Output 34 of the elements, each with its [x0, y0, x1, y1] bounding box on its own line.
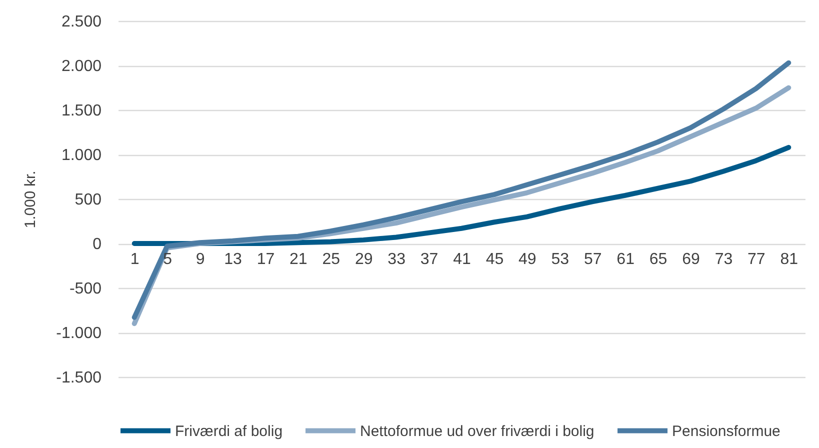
x-tick-label: 13	[224, 251, 242, 268]
y-tick-label: 0	[92, 236, 102, 253]
y-tick-label: 1.500	[61, 102, 102, 120]
x-tick-label: 53	[551, 251, 570, 268]
x-tick-label: 21	[290, 251, 308, 268]
x-tick-label: 45	[486, 251, 504, 268]
x-tick-label: 1	[130, 251, 140, 268]
legend-label: Friværdi af bolig	[175, 422, 283, 440]
x-tick-label: 29	[354, 251, 373, 268]
x-tick-label: 57	[584, 251, 602, 268]
legend-label: Pensionsformue	[672, 422, 780, 440]
y-tick-label: -500	[69, 280, 102, 298]
x-tick-label: 73	[714, 251, 733, 268]
x-tick-label: 81	[780, 251, 798, 268]
x-tick-label: 17	[256, 251, 275, 268]
x-tick-label: 25	[322, 251, 340, 268]
x-tick-label: 33	[388, 251, 406, 268]
y-tick-label: 500	[74, 192, 102, 208]
x-tick-label: 49	[518, 251, 536, 268]
y-tick-label: -1.000	[56, 325, 102, 342]
y-tick-label: 1.000	[61, 147, 102, 164]
x-tick-label: 65	[649, 251, 668, 268]
y-tick-label: -1.500	[56, 370, 102, 386]
y-axis-title: 1.000 kr.	[22, 170, 40, 228]
x-tick-label: 5	[163, 251, 172, 268]
x-tick-label: 77	[748, 251, 766, 268]
x-tick-label: 41	[453, 251, 471, 268]
x-tick-label: 9	[196, 251, 205, 268]
y-tick-label: 2.000	[61, 58, 102, 75]
legend-label: Nettoformue ud over friværdi i bolig	[360, 422, 594, 440]
x-tick-label: 61	[616, 251, 635, 268]
x-tick-label: 69	[682, 251, 700, 268]
y-tick-label: 2.500	[61, 14, 102, 30]
x-tick-label: 37	[420, 251, 438, 268]
